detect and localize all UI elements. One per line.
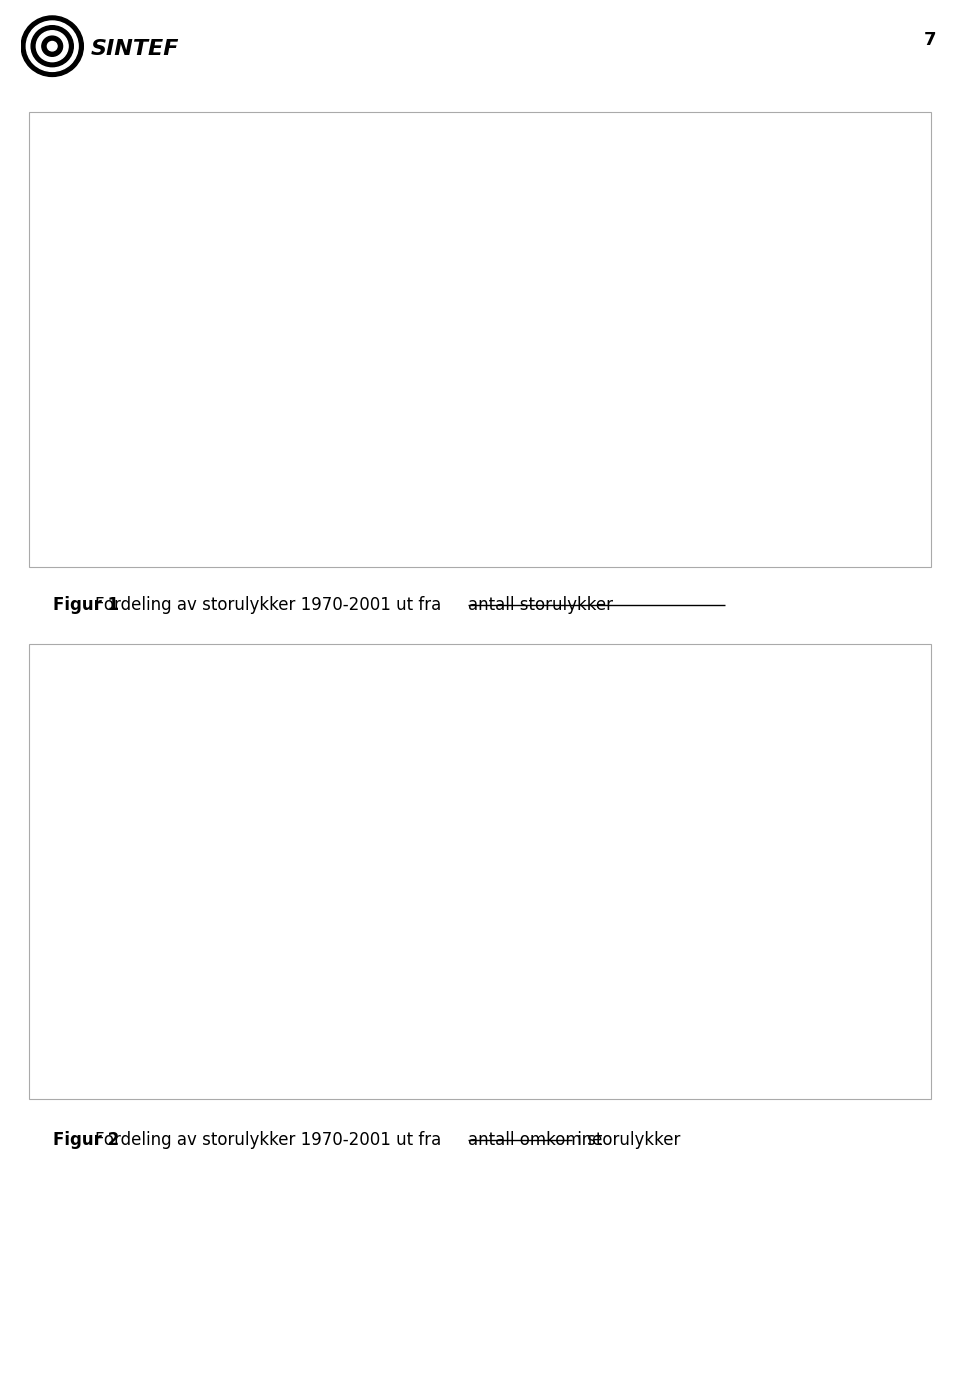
Text: i storulykker: i storulykker: [572, 1131, 681, 1149]
Text: Offshore: Offshore: [287, 820, 352, 836]
Circle shape: [21, 15, 84, 77]
Text: 4 %: 4 %: [471, 217, 500, 231]
Text: 36 %: 36 %: [621, 853, 660, 868]
Text: antall omkomne: antall omkomne: [468, 1131, 603, 1149]
Text: antall storulykker: antall storulykker: [468, 596, 613, 615]
Text: 5 %: 5 %: [486, 510, 515, 525]
Wedge shape: [395, 225, 480, 336]
Wedge shape: [377, 871, 556, 981]
Text: 31 %: 31 %: [560, 1022, 599, 1037]
Text: Ras: Ras: [471, 178, 499, 192]
Text: Luftfart: Luftfart: [605, 263, 660, 279]
Wedge shape: [380, 266, 480, 336]
Wedge shape: [377, 774, 480, 871]
Text: Figur 1: Figur 1: [53, 596, 119, 615]
Wedge shape: [480, 762, 590, 952]
Text: 7 %: 7 %: [308, 981, 338, 997]
Circle shape: [47, 42, 57, 50]
Wedge shape: [480, 760, 493, 871]
Circle shape: [36, 31, 68, 62]
Text: Sjøfart: Sjøfart: [582, 396, 633, 412]
Wedge shape: [480, 225, 508, 336]
Text: 2 %: 2 %: [490, 752, 518, 766]
Wedge shape: [480, 230, 590, 370]
Text: Industri/instit.: Industri/instit.: [300, 224, 406, 239]
Text: Offshore: Offshore: [287, 286, 352, 301]
Circle shape: [26, 21, 78, 71]
Text: 8 %: 8 %: [346, 778, 375, 794]
Text: Figur 2: Figur 2: [53, 1131, 119, 1149]
Text: 11 %: 11 %: [300, 860, 339, 875]
Text: 14 %: 14 %: [333, 263, 372, 279]
Circle shape: [31, 25, 73, 67]
Text: 16 %: 16 %: [300, 413, 339, 428]
Text: SINTEF: SINTEF: [90, 39, 179, 59]
Text: Jernbane: Jernbane: [466, 470, 534, 486]
Text: Jernbane: Jernbane: [426, 1008, 494, 1023]
Wedge shape: [370, 871, 480, 911]
Text: Ras: Ras: [491, 713, 518, 727]
Text: Fordeling av storulykker 1970-2001 ut fra: Fordeling av storulykker 1970-2001 ut fr…: [53, 1131, 446, 1149]
Text: Industri/instit.: Industri/instit.: [307, 739, 414, 755]
Wedge shape: [410, 336, 585, 447]
Wedge shape: [370, 288, 480, 395]
Text: Vegtrafikk: Vegtrafikk: [281, 374, 358, 389]
Text: Fordeling av storulykker 1970-2001 ut fra: Fordeling av storulykker 1970-2001 ut fr…: [53, 596, 446, 615]
Wedge shape: [387, 336, 480, 421]
Text: Luftfart: Luftfart: [612, 813, 668, 829]
Wedge shape: [370, 830, 480, 878]
Wedge shape: [427, 760, 480, 871]
Text: 4 %: 4 %: [305, 325, 334, 340]
Text: 5 %: 5 %: [445, 1047, 474, 1063]
Text: 31 %: 31 %: [588, 435, 627, 451]
Text: 7: 7: [924, 31, 936, 49]
Circle shape: [42, 36, 62, 56]
Text: 26 %: 26 %: [613, 302, 652, 318]
Text: Vegtrafikk: Vegtrafikk: [284, 942, 362, 958]
Text: Sjøfart: Sjøfart: [554, 983, 605, 998]
